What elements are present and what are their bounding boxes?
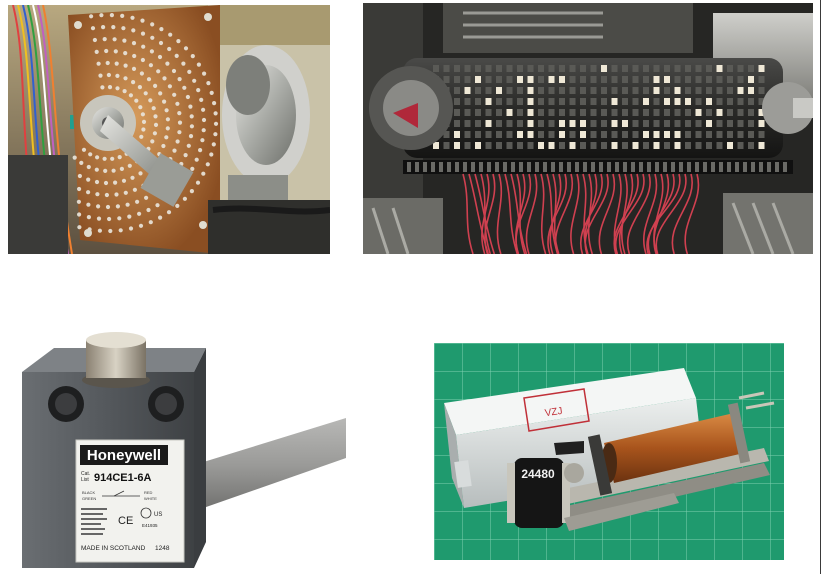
label-wire-green: GREEN xyxy=(82,496,96,501)
divider-line xyxy=(820,0,821,574)
label-cert-us: US xyxy=(154,512,162,518)
label-wire-red: RED xyxy=(144,490,153,495)
stamp-text: VZJ xyxy=(544,406,563,419)
stepping-switch-photo xyxy=(8,5,330,254)
counter-relay-photo: VZJ 24480 xyxy=(434,343,784,560)
label-ce-mark: CE xyxy=(118,515,133,527)
label-origin: MADE IN SCOTLAND xyxy=(81,545,146,552)
label-brand: Honeywell xyxy=(87,447,161,464)
limit-switch-photo: Honeywell Cat. List 914CE1-6A BLACK GREE… xyxy=(14,328,346,572)
label-cert-number: E41935 xyxy=(142,523,158,528)
label-list-prefix: List xyxy=(81,477,89,483)
label-wire-black: BLACK xyxy=(82,490,95,495)
label-cat-prefix: Cat. xyxy=(81,471,90,477)
counter-wheels: 24480 xyxy=(507,458,570,528)
counter-digits: 24480 xyxy=(521,467,555,481)
label-model: 914CE1-6A xyxy=(94,472,152,484)
label-date-code: 1248 xyxy=(155,545,170,552)
drum-sequencer-photo xyxy=(363,3,813,254)
label-wire-white: WHITE xyxy=(144,496,157,501)
